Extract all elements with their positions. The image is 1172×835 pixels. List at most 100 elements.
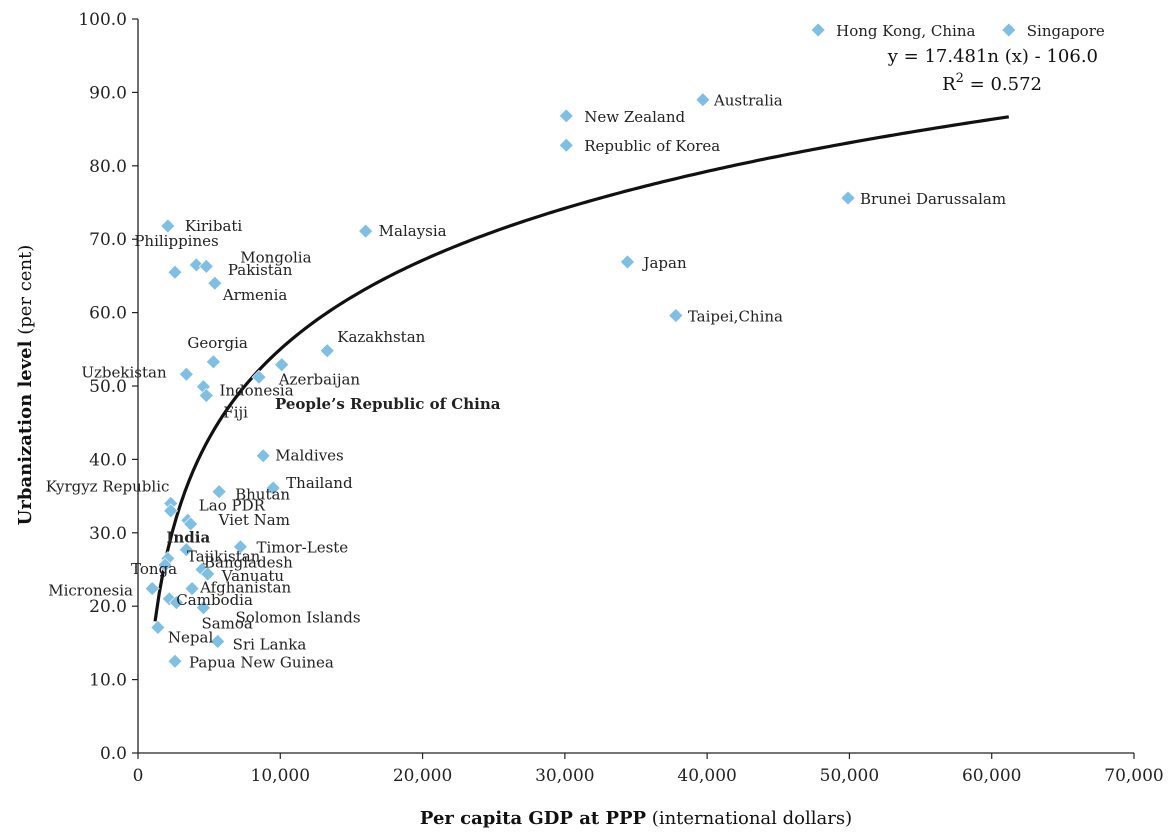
data-point-label: Cambodia [176,591,253,609]
x-axis-title: Per capita GDP at PPP (international dol… [420,808,852,829]
data-point-label: Samoa [201,615,252,633]
y-tick-label: 100.0 [78,10,127,30]
data-point-label: People’s Republic of China [275,395,501,413]
trendline-curve [153,115,1010,622]
data-point-label: Japan [641,254,687,272]
data-labels: Hong Kong, China Singapore Australia New Ze… [46,22,1105,671]
r-squared-prefix: R [942,74,956,95]
y-tick-label: 60.0 [89,304,127,324]
data-point-label: Indonesia [219,382,293,400]
data-point-marker [150,620,166,635]
data-point-marker [358,223,374,239]
data-point-label: Vanuatu [221,567,285,585]
data-point-marker [198,258,214,274]
y-tick-label: 80.0 [89,157,127,177]
x-tick-label: 30,000 [535,766,594,786]
data-point-label: Kyrgyz Republic [46,477,170,495]
data-point-marker [205,354,221,370]
x-tick-label: 70,000 [1104,766,1163,786]
y-axis-title-rest: (per cent) [15,245,36,341]
data-point-label: Azerbaijan [278,371,361,389]
data-point-label: Uzbekistan [81,363,167,381]
data-point-marker [695,92,711,108]
data-point-marker [178,366,194,382]
data-point-label: Viet Nam [218,511,290,529]
data-point-marker [200,566,216,582]
r-squared-label: R2 = 0.572 [942,71,1042,95]
data-point-marker [319,343,335,359]
x-tick-label: 20,000 [393,766,452,786]
data-point-marker [558,108,574,124]
data-point-marker [1001,22,1017,38]
data-point-marker [274,357,290,373]
trendline [153,115,1010,622]
data-point-label: Afghanistan [199,579,291,597]
data-point-marker [198,388,214,403]
y-tick-label: 50.0 [89,377,127,397]
data-point-label: Kiribati [185,217,243,235]
data-point-label: Tonga [131,560,177,578]
y-axis-title-bold: Urbanization level [15,340,36,525]
data-point-marker [840,190,856,206]
data-point-marker [255,448,271,464]
data-point-marker [178,542,194,558]
data-point-label: Hong Kong, China [836,22,975,40]
data-point-label: Sri Lanka [233,635,307,653]
x-axis-title-rest: (international dollars) [646,808,852,829]
data-point-label: Lao PDR [199,496,266,514]
data-point-marker [810,22,826,38]
data-point-label: Kazakhstan [337,328,425,346]
data-point-label: Fiji [223,404,248,422]
data-point-marker [183,516,199,532]
data-point-label: Armenia [222,286,288,304]
x-tick-label: 0 [133,766,144,786]
data-point-label: Micronesia [48,582,133,600]
y-tick-label: 90.0 [89,83,127,103]
r-squared-suffix: = 0.572 [964,74,1042,95]
y-axis-title: Urbanization level (per cent) [15,245,36,526]
data-points [144,22,1017,669]
data-point-marker [144,581,160,597]
data-point-label: New Zealand [584,108,685,126]
x-axis-title-bold: Per capita GDP at PPP [420,808,647,829]
data-point-label: Bangladesh [204,554,293,572]
data-point-label: Tajikistan [187,547,261,565]
trendline-equation: y = 17.481n (x) - 106.0 [887,46,1098,67]
data-point-label: Georgia [187,334,247,352]
data-point-label: Mongolia [240,248,311,266]
data-point-marker [265,480,281,496]
x-tick-label: 10,000 [251,766,310,786]
y-tick-label: 70.0 [89,230,127,250]
data-point-label: Australia [713,92,783,110]
y-tick-label: 0.0 [100,744,127,764]
data-point-marker [168,595,184,610]
data-point-marker [211,484,227,500]
data-point-label: Philippines [134,232,218,250]
data-point-label: Bhutan [235,486,290,504]
data-point-label: Papua New Guinea [189,653,334,671]
data-point-marker [207,275,223,291]
data-point-label: Singapore [1027,22,1105,40]
data-point-marker [167,653,183,669]
ticks: 0.0 10.0 20.0 30.0 40.0 50.0 60.0 70.0 80.0 90.0 1… [78,10,1163,786]
data-point-marker [194,562,210,577]
data-point-label: India [166,529,210,547]
data-point-marker [161,591,177,607]
y-tick-label: 10.0 [89,671,127,691]
data-point-marker [251,369,267,385]
data-point-label: Pakistan [228,261,293,279]
y-tick-label: 20.0 [89,597,127,617]
data-point-label: Nepal [168,628,214,646]
y-tick-label: 40.0 [89,450,127,470]
data-point-label: Taipei,China [688,308,783,326]
data-point-marker [233,539,248,555]
data-point-marker [163,503,179,519]
data-point-marker [160,218,176,234]
data-point-marker [184,581,200,597]
data-point-marker [620,254,635,270]
data-point-label: Solomon Islands [235,609,360,627]
data-point-marker [558,137,574,153]
x-tick-label: 50,000 [820,766,879,786]
